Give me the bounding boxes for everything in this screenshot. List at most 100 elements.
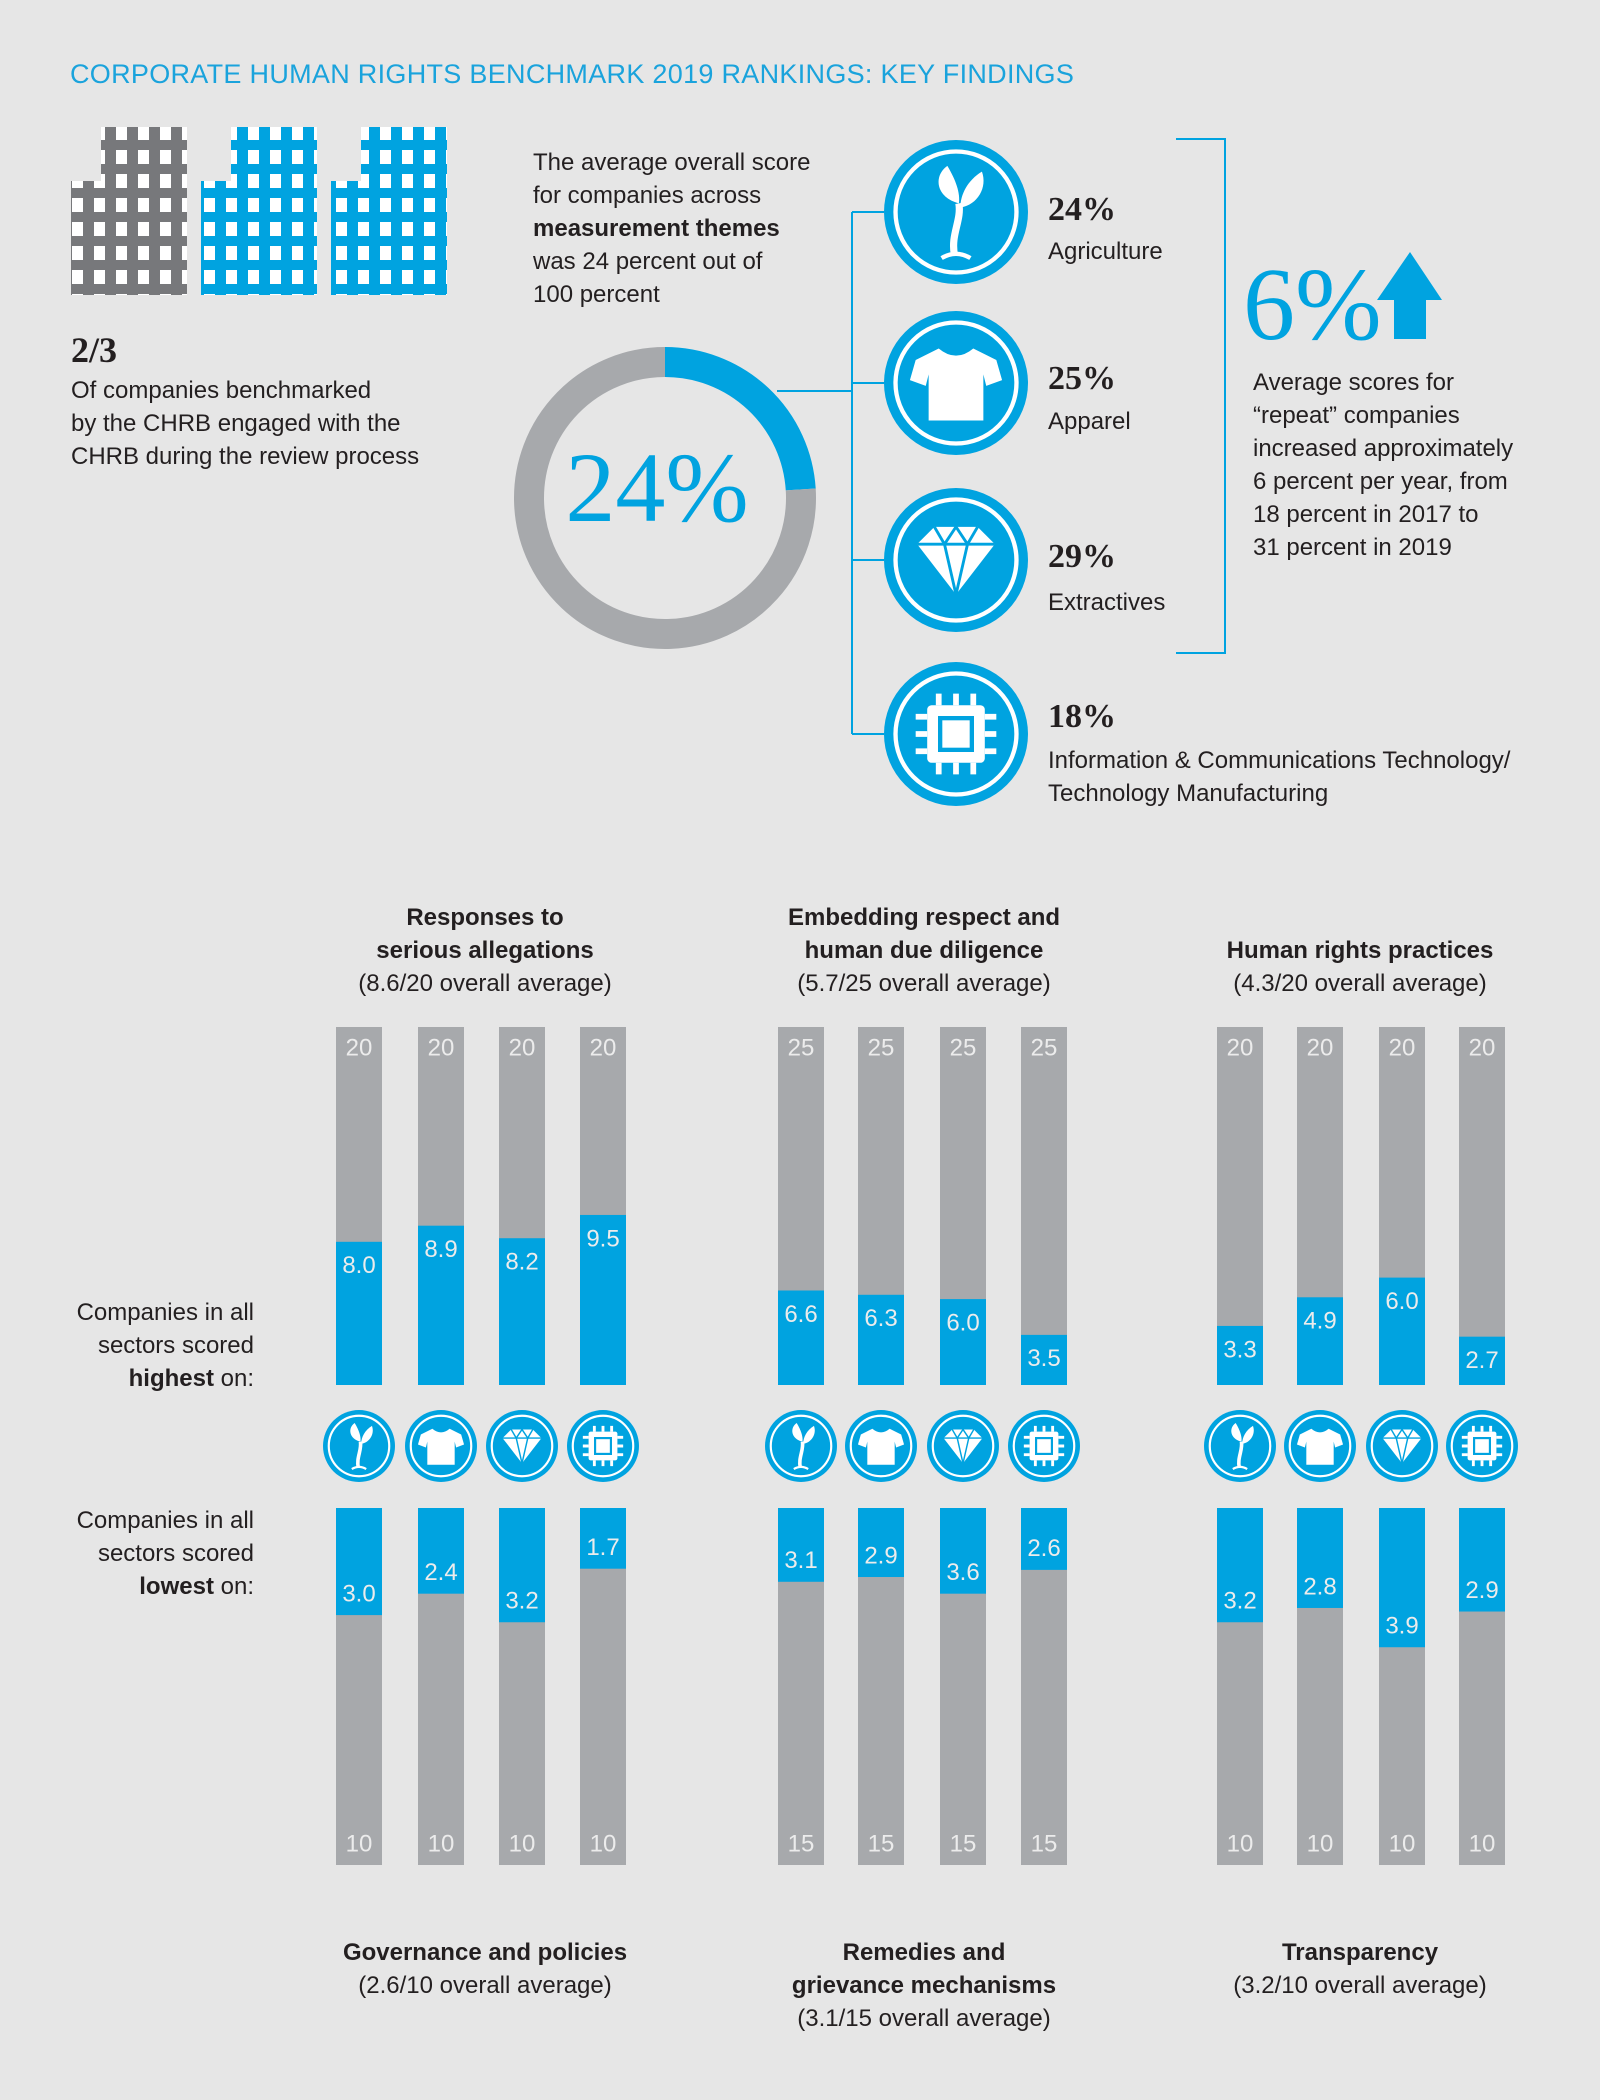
bar [1021, 1508, 1067, 1570]
panel-heading: Remedies and grievance mechanisms (3.1/15… [694, 1936, 1154, 2035]
panel-heading: Governance and policies (2.6/10 overall a… [255, 1936, 715, 2002]
panel-heading: Embedding respect and human due diligenc… [694, 901, 1154, 1000]
sector-icon [765, 1410, 837, 1482]
text: was 24 percent out of 100 percent [533, 248, 763, 308]
bar [1217, 1325, 1263, 1385]
text: Companies in all sectors scored [76, 1507, 254, 1567]
growth-text: Average scores for “repeat” companies in… [1253, 369, 1514, 561]
building-windows [71, 127, 187, 295]
sector-name: Apparel [1048, 408, 1131, 435]
bar-value-label: 2.8 [1303, 1573, 1336, 1600]
bar [499, 1508, 545, 1623]
bar [858, 1294, 904, 1385]
bar-value-label: 8.9 [424, 1236, 457, 1263]
bar-max-label: 10 [590, 1830, 617, 1857]
engagement-text: Of companies benchmarked by the CHRB eng… [71, 377, 420, 470]
bar-value-label: 3.5 [1027, 1345, 1060, 1372]
bar-max-label: 10 [428, 1830, 455, 1857]
bar-max-label: 25 [868, 1034, 895, 1061]
text: Companies in all sectors scored [76, 1299, 254, 1359]
building-windows [201, 127, 317, 295]
panel-title: Transparency [1281, 1939, 1439, 1966]
bar-max-label: 10 [346, 1830, 373, 1857]
sector-score: 18% [1048, 698, 1116, 735]
panel-heading: Transparency (3.2/10 overall average) [1130, 1936, 1590, 2002]
emphasis: highest [128, 1365, 214, 1392]
panel-heading: Human rights practices (4.3/20 overall av… [1130, 934, 1590, 1000]
up-arrow [1377, 252, 1442, 339]
panel-heading: Responses to serious allegations (8.6/20 … [255, 901, 715, 1000]
donut-segment [514, 347, 816, 649]
building-windows [331, 127, 447, 295]
bar-value-label: 3.3 [1223, 1336, 1256, 1363]
bar-max-label: 25 [788, 1034, 815, 1061]
text: on: [220, 1573, 254, 1600]
bar [1459, 1508, 1505, 1612]
sector-name: Extractives [1048, 589, 1166, 616]
text: The average overall score for companies … [533, 149, 811, 209]
sector-score: 24% [1048, 191, 1116, 228]
bar [778, 1508, 824, 1582]
panel-subtitle: (5.7/25 overall average) [797, 970, 1051, 997]
bar-value-label: 9.5 [586, 1225, 619, 1252]
emphasis: lowest [139, 1573, 214, 1600]
bar-value-label: 6.6 [784, 1301, 817, 1328]
ict-icon [884, 662, 1028, 806]
bar-max-label: 10 [1227, 1830, 1254, 1857]
bar [580, 1214, 626, 1385]
sector-icon [567, 1410, 639, 1482]
bar-max-label: 15 [788, 1830, 815, 1857]
panel-title: Human rights practices [1226, 937, 1494, 964]
sector-icon [1284, 1410, 1356, 1482]
panel-title: Responses to serious allegations [376, 904, 594, 964]
panel-title: Embedding respect and human due diligenc… [787, 904, 1061, 964]
sector-icon [1204, 1410, 1276, 1482]
bar-value-label: 3.1 [784, 1547, 817, 1574]
bar [418, 1508, 464, 1594]
bar-value-label: 4.9 [1303, 1308, 1336, 1335]
apparel-icon [884, 311, 1028, 455]
bar-value-label: 6.3 [864, 1305, 897, 1332]
panel-subtitle: (3.2/10 overall average) [1233, 1972, 1487, 1999]
bar-value-label: 3.2 [505, 1588, 538, 1615]
bar-max-label: 10 [1389, 1830, 1416, 1857]
sector-icon [486, 1410, 558, 1482]
panel-subtitle: (4.3/20 overall average) [1233, 970, 1487, 997]
bar-value-label: 3.9 [1385, 1613, 1418, 1640]
sector-name: Agriculture [1048, 238, 1163, 265]
overall-text: The average overall score for companies … [533, 146, 810, 311]
bar-max-label: 20 [346, 1034, 373, 1061]
bar-track [1217, 1027, 1263, 1385]
growth-figure: 6% [1243, 247, 1382, 362]
bar-max-label: 20 [509, 1034, 536, 1061]
bar [1297, 1508, 1343, 1608]
engagement-figure: 2/3 [71, 330, 118, 370]
bracket [1176, 138, 1226, 654]
bar [418, 1225, 464, 1385]
bar [1379, 1508, 1425, 1648]
bar-max-label: 15 [950, 1830, 977, 1857]
bar-max-label: 10 [1469, 1830, 1496, 1857]
bar-value-label: 1.7 [586, 1534, 619, 1561]
sector-icon [1446, 1410, 1518, 1482]
bar-track [1459, 1027, 1505, 1385]
bar-max-label: 15 [868, 1830, 895, 1857]
bar-value-label: 3.2 [1223, 1588, 1256, 1615]
bar [1217, 1508, 1263, 1623]
bar-value-label: 3.6 [946, 1559, 979, 1586]
connector [777, 211, 884, 735]
bar-value-label: 2.7 [1465, 1347, 1498, 1374]
bar [1379, 1277, 1425, 1385]
bar [858, 1508, 904, 1578]
page-title: CORPORATE HUMAN RIGHTS BENCHMARK 2019 RA… [70, 59, 1075, 89]
bar-max-label: 25 [950, 1034, 977, 1061]
bar [1021, 1334, 1067, 1385]
panel-subtitle: (3.1/15 overall average) [797, 2005, 1051, 2032]
row-label: Companies in all sectors scored highest o… [77, 1296, 254, 1395]
donut-center-label: 24% [565, 432, 748, 543]
emphasis: measurement themes [533, 215, 780, 242]
bar-max-label: 20 [428, 1034, 455, 1061]
bar-track [1021, 1027, 1067, 1385]
text: on: [220, 1365, 254, 1392]
bar [778, 1290, 824, 1385]
